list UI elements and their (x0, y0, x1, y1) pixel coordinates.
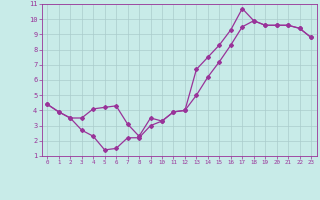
Text: Windchill (Refroidissement éolien,°C): Windchill (Refroidissement éolien,°C) (75, 185, 245, 194)
